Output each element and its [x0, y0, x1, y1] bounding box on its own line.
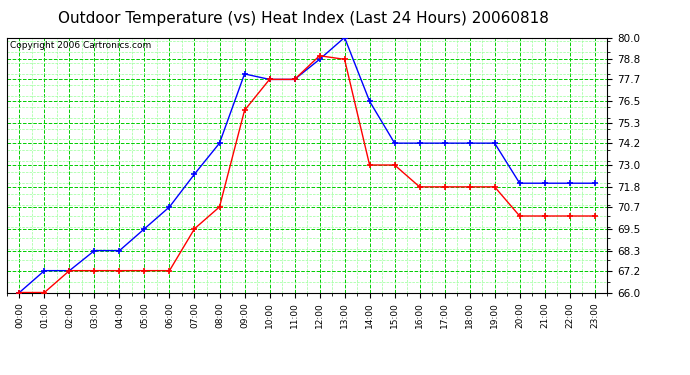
Text: Outdoor Temperature (vs) Heat Index (Last 24 Hours) 20060818: Outdoor Temperature (vs) Heat Index (Las…	[58, 11, 549, 26]
Text: Copyright 2006 Cartronics.com: Copyright 2006 Cartronics.com	[10, 41, 151, 50]
